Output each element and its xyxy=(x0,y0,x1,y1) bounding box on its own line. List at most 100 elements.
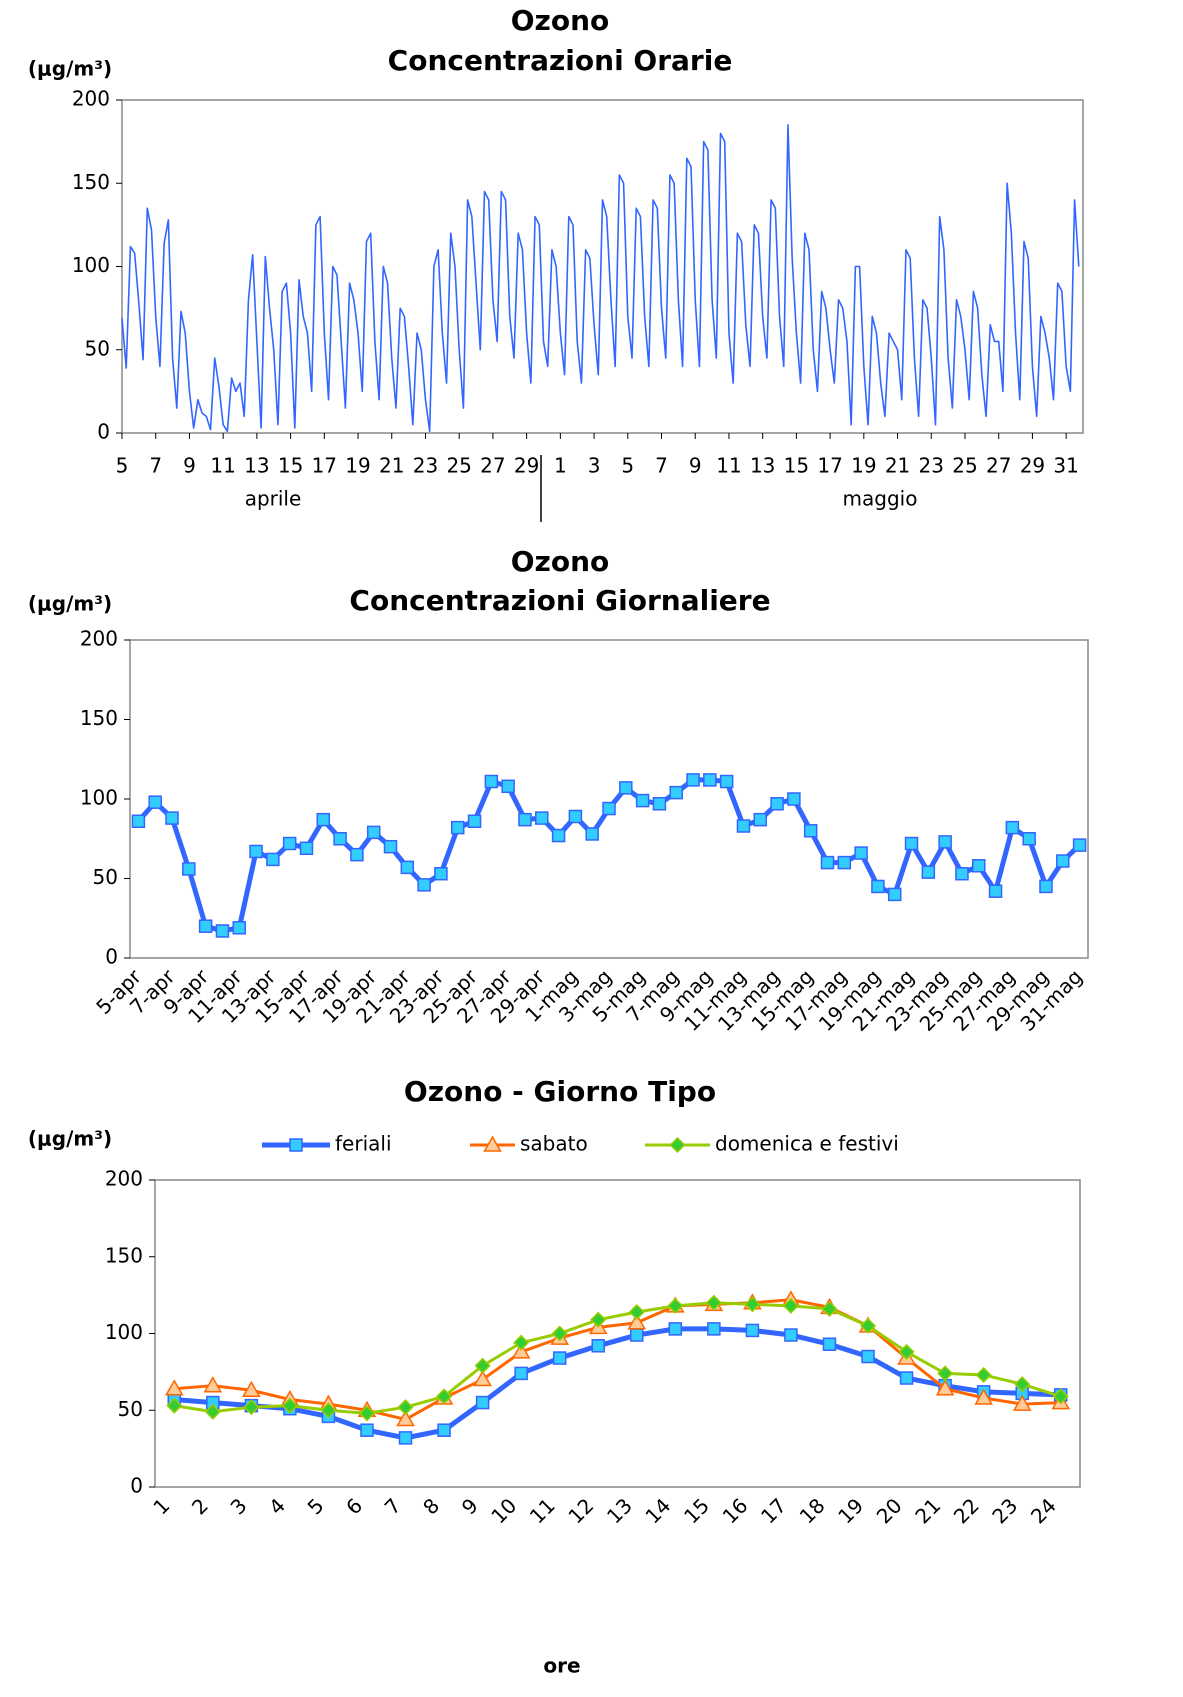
x-tick-label: 13 xyxy=(750,454,775,478)
x-tick-label: 17 xyxy=(817,454,842,478)
x-tick-label: 12 xyxy=(563,1493,598,1528)
marker xyxy=(266,852,280,867)
x-tick-label: 5 xyxy=(116,454,129,478)
chart-subtitle: Concentrazioni Giornaliere xyxy=(349,584,770,617)
marker xyxy=(935,1379,955,1396)
marker xyxy=(937,1365,954,1382)
marker xyxy=(1014,1376,1031,1393)
marker xyxy=(513,1334,530,1351)
y-tick-label: 0 xyxy=(130,1474,143,1498)
x-tick-label: 23 xyxy=(987,1493,1022,1528)
x-tick-label: 29 xyxy=(514,454,539,478)
y-tick-label: 0 xyxy=(105,945,118,969)
marker xyxy=(635,793,650,808)
marker xyxy=(518,812,532,827)
marker xyxy=(803,824,818,838)
x-tick-label: 1 xyxy=(148,1493,174,1519)
y-tick-label: 100 xyxy=(72,253,110,277)
marker xyxy=(770,797,784,811)
x-tick-label: 5 xyxy=(303,1493,329,1519)
marker xyxy=(821,1300,838,1318)
marker xyxy=(434,866,448,881)
x-tick-label: 5 xyxy=(621,454,634,478)
marker xyxy=(859,1317,877,1334)
legend-label: sabato xyxy=(520,1132,588,1156)
y-tick-label: 200 xyxy=(80,627,118,651)
x-tick-label: 2 xyxy=(187,1493,213,1519)
x-tick-label: 27 xyxy=(986,454,1011,478)
marker xyxy=(921,865,936,879)
marker xyxy=(745,1323,760,1338)
plot-area xyxy=(129,639,1089,959)
marker xyxy=(182,862,196,876)
x-tick-label: 23 xyxy=(919,454,944,478)
series-line xyxy=(174,1301,1062,1415)
marker xyxy=(397,1399,414,1416)
y-tick-label: 100 xyxy=(105,1320,143,1344)
marker xyxy=(320,1402,337,1419)
x-tick-label: 20 xyxy=(872,1493,907,1528)
x-tick-label: 24 xyxy=(1026,1493,1061,1528)
x-tick-label: 14 xyxy=(640,1493,675,1528)
x-tick-label: 15 xyxy=(278,454,303,478)
x-tick-label: 21 xyxy=(910,1493,945,1528)
marker xyxy=(837,855,852,870)
marker xyxy=(787,792,801,806)
marker xyxy=(350,847,364,862)
marker xyxy=(243,1399,260,1416)
series-line xyxy=(174,1298,1061,1421)
marker xyxy=(551,828,566,843)
marker xyxy=(904,836,919,851)
marker xyxy=(619,781,633,795)
marker xyxy=(591,1339,605,1353)
x-tick-label: 19 xyxy=(851,454,876,478)
marker xyxy=(249,844,263,859)
marker xyxy=(719,774,734,789)
marker xyxy=(316,812,331,827)
month-label: aprile xyxy=(245,487,302,511)
marker xyxy=(590,1311,607,1328)
marker xyxy=(366,825,381,840)
marker xyxy=(707,1322,721,1336)
chart-title: Ozono - Giorno Tipo xyxy=(404,1075,716,1108)
marker xyxy=(1039,879,1053,894)
marker xyxy=(232,921,246,935)
marker xyxy=(784,1328,798,1342)
marker xyxy=(822,1337,837,1351)
marker xyxy=(736,819,751,833)
y-tick-label: 50 xyxy=(93,865,118,889)
marker xyxy=(585,827,599,841)
marker xyxy=(474,1357,491,1374)
marker xyxy=(282,836,297,851)
x-tick-label: 4 xyxy=(264,1493,290,1519)
marker xyxy=(511,1342,531,1359)
marker xyxy=(668,1322,683,1336)
marker xyxy=(627,1313,647,1330)
x-tick-label: 9 xyxy=(457,1493,483,1519)
x-tick-label: 10 xyxy=(486,1493,521,1528)
marker xyxy=(204,1403,221,1420)
x-tick-label: 25 xyxy=(446,454,471,478)
x-tick-label: 9 xyxy=(183,454,196,478)
marker xyxy=(551,1325,568,1342)
marker xyxy=(1056,854,1070,868)
marker xyxy=(164,1379,184,1396)
legend-label: feriali xyxy=(335,1132,392,1156)
legend-marker xyxy=(669,1136,686,1154)
x-tick-label: 31 xyxy=(1053,454,1078,478)
marker xyxy=(501,779,515,794)
marker xyxy=(242,1380,261,1398)
marker xyxy=(703,773,717,787)
marker xyxy=(972,859,986,873)
y-tick-label: 50 xyxy=(118,1397,143,1421)
marker xyxy=(899,1371,914,1385)
marker xyxy=(898,1343,915,1360)
marker xyxy=(861,1349,875,1364)
x-tick-label: 23 xyxy=(413,454,438,478)
x-tick-label: 13 xyxy=(602,1493,637,1528)
x-tick-label: 17 xyxy=(312,454,337,478)
series-line xyxy=(174,1326,1061,1441)
x-tick-label: 11 xyxy=(525,1493,560,1528)
marker xyxy=(568,809,583,824)
